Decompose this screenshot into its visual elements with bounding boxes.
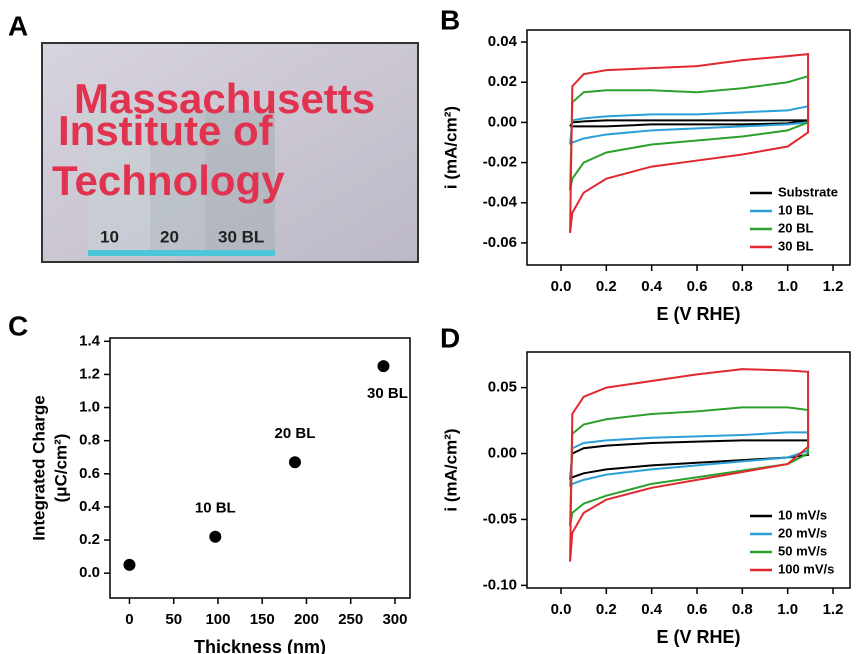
- panel-label: A: [8, 10, 28, 41]
- x-tick-label: 1.2: [823, 601, 844, 618]
- y-tick-label: 1.4: [79, 332, 101, 349]
- y-tick-label: -0.05: [483, 510, 517, 527]
- cv-curve: [569, 105, 810, 146]
- legend-label: 50 mV/s: [778, 543, 827, 558]
- film-strip: [150, 110, 205, 255]
- x-tick-label: 200: [294, 611, 319, 628]
- plot-frame: [526, 29, 851, 266]
- data-point: [123, 558, 136, 571]
- film-strip: [205, 110, 275, 255]
- x-tick-label: 0.6: [687, 278, 708, 295]
- x-tick-label: 0.4: [641, 278, 663, 295]
- x-tick-label: 1.2: [823, 278, 844, 295]
- legend-label: 100 mV/s: [778, 561, 834, 576]
- y-tick-label: 0.0: [79, 564, 100, 581]
- film-strip: [88, 110, 150, 255]
- x-tick-label: 250: [338, 611, 363, 628]
- x-tick-label: 1.0: [777, 601, 798, 618]
- point-label: 30 BL: [367, 385, 408, 402]
- point-label: 20 BL: [275, 425, 316, 442]
- legend-label: 20 BL: [778, 220, 813, 235]
- legend-label: 30 BL: [778, 238, 813, 253]
- x-tick-label: 0: [125, 611, 133, 628]
- plot-frame: [109, 337, 411, 599]
- panel-label: C: [8, 310, 28, 341]
- y-tick-label: -0.04: [483, 194, 518, 211]
- plot-frame: [526, 351, 851, 589]
- y-tick-label: 0.00: [488, 444, 517, 461]
- x-tick-label: 0.2: [596, 601, 617, 618]
- x-tick-label: 0.0: [551, 601, 572, 618]
- x-axis-label: E (V RHE): [656, 627, 740, 647]
- y-tick-label: 1.2: [79, 365, 100, 382]
- y-tick-label: 0.00: [488, 113, 517, 130]
- photo-text: Institute of: [58, 107, 274, 154]
- y-axis-label: Integrated Charge: [29, 395, 48, 540]
- cv-curve: [569, 74, 810, 191]
- legend-label: Substrate: [778, 184, 838, 199]
- x-tick-label: 100: [205, 611, 230, 628]
- sample-label: 30 BL: [218, 227, 264, 246]
- y-tick-label: -0.10: [483, 576, 517, 593]
- photo-text: Technology: [52, 157, 285, 204]
- x-axis-label: Thickness (nm): [194, 637, 326, 654]
- x-tick-label: 300: [382, 611, 407, 628]
- sample-label: 10: [100, 227, 119, 246]
- legend-label: 10 mV/s: [778, 507, 827, 522]
- x-tick-label: 0.0: [551, 278, 572, 295]
- panel-label: D: [440, 322, 460, 353]
- y-axis-label: i (mA/cm²): [441, 428, 460, 511]
- x-tick-label: 1.0: [777, 278, 798, 295]
- y-tick-label: -0.06: [483, 234, 517, 251]
- y-tick-label: 0.02: [488, 73, 517, 90]
- y-tick-label: 0.6: [79, 465, 100, 482]
- y-tick-label: 1.0: [79, 399, 100, 416]
- y-tick-label: 0.4: [79, 498, 101, 515]
- y-tick-label: 0.05: [488, 379, 517, 396]
- cv-curve: [569, 368, 810, 562]
- data-point: [288, 456, 301, 469]
- data-point: [377, 360, 390, 373]
- legend-label: 10 BL: [778, 202, 813, 217]
- x-tick-label: 0.8: [732, 601, 753, 618]
- x-axis-label: E (V RHE): [656, 304, 740, 324]
- y-axis-label: (μC/cm²): [51, 434, 70, 503]
- x-tick-label: 50: [165, 611, 182, 628]
- panel-label: B: [440, 4, 460, 35]
- photo-text: Massachusetts: [74, 75, 375, 122]
- y-tick-label: 0.2: [79, 531, 100, 548]
- data-point: [209, 530, 222, 543]
- x-tick-label: 0.8: [732, 278, 753, 295]
- x-tick-label: 0.6: [687, 601, 708, 618]
- point-label: 10 BL: [195, 500, 236, 517]
- film-edge: [88, 250, 275, 256]
- y-axis-label: i (mA/cm²): [441, 106, 460, 189]
- x-tick-label: 150: [250, 611, 275, 628]
- x-tick-label: 0.2: [596, 278, 617, 295]
- y-tick-label: -0.02: [483, 154, 517, 171]
- cv-curve: [569, 52, 810, 233]
- sample-label: 20: [160, 227, 179, 246]
- y-tick-label: 0.04: [488, 33, 518, 50]
- y-tick-label: 0.8: [79, 432, 100, 449]
- legend-label: 20 mV/s: [778, 525, 827, 540]
- x-tick-label: 0.4: [641, 601, 663, 618]
